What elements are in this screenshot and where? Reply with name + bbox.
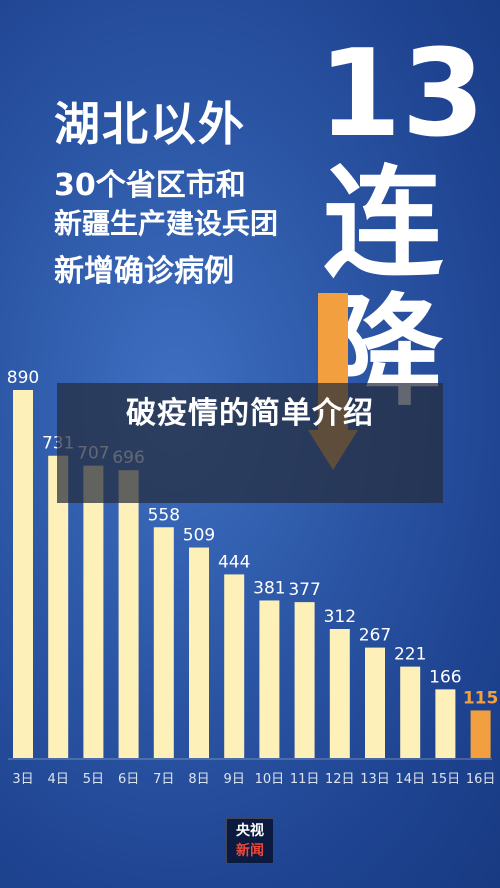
bar-5日 xyxy=(83,465,104,758)
bar-value-label: 166 xyxy=(429,667,461,687)
bar-value-label: 115 xyxy=(463,688,499,708)
bar-8日 xyxy=(189,547,209,758)
bar-value-label: 381 xyxy=(253,578,285,598)
big-char-lian: 连 xyxy=(323,155,443,294)
headline-line-3: 新疆生产建设兵团 xyxy=(54,207,279,240)
bar-value-label: 377 xyxy=(288,580,320,600)
x-tick-label: 11日 xyxy=(290,772,320,787)
x-tick-label: 9日 xyxy=(224,772,245,787)
x-tick-label: 16日 xyxy=(466,772,496,787)
x-tick-label: 4日 xyxy=(48,772,69,787)
bar-value-label: 221 xyxy=(394,645,426,665)
logo-line-2: 新闻 xyxy=(236,843,264,859)
x-tick-label: 5日 xyxy=(83,772,104,787)
x-tick-label: 6日 xyxy=(118,772,139,787)
headline-line-2: 30个省区市和 xyxy=(54,168,246,203)
cctv-news-logo: 央视 新闻 xyxy=(226,818,274,864)
bar-10日 xyxy=(259,600,280,758)
x-tick-label: 8日 xyxy=(188,772,209,787)
headline-line-4: 新增确诊病例 xyxy=(54,254,234,289)
bar-6日 xyxy=(118,470,139,758)
bar-value-label: 558 xyxy=(148,505,180,525)
x-tick-label: 15日 xyxy=(431,772,461,787)
bar-15日 xyxy=(435,689,456,758)
bar-14日 xyxy=(400,666,421,758)
bar-7日 xyxy=(153,527,174,758)
bar-value-label: 444 xyxy=(218,552,250,572)
x-tick-label: 10日 xyxy=(255,772,285,787)
x-tick-label: 3日 xyxy=(12,772,33,787)
title-overlay xyxy=(57,383,443,503)
x-tick-label: 12日 xyxy=(325,772,355,787)
bar-11日 xyxy=(294,602,315,758)
bar-value-label: 267 xyxy=(359,626,391,646)
headline-line-1: 湖北以外 xyxy=(54,97,246,151)
bar-4日 xyxy=(48,455,69,758)
bar-value-label: 312 xyxy=(324,607,356,627)
x-tick-label: 7日 xyxy=(153,772,174,787)
bar-value-label: 509 xyxy=(183,526,215,546)
bar-13日 xyxy=(365,647,385,758)
bar-value-label: 890 xyxy=(7,368,39,388)
x-tick-label: 13日 xyxy=(360,772,390,787)
overlay-title: 破疫情的简单介绍 xyxy=(126,396,374,431)
x-tick-label: 14日 xyxy=(395,772,425,787)
bar-12日 xyxy=(329,628,350,758)
logo-line-1: 央视 xyxy=(236,823,264,839)
bar-3日 xyxy=(13,390,33,758)
bar-16日 xyxy=(470,710,491,758)
bar-9日 xyxy=(224,574,245,758)
